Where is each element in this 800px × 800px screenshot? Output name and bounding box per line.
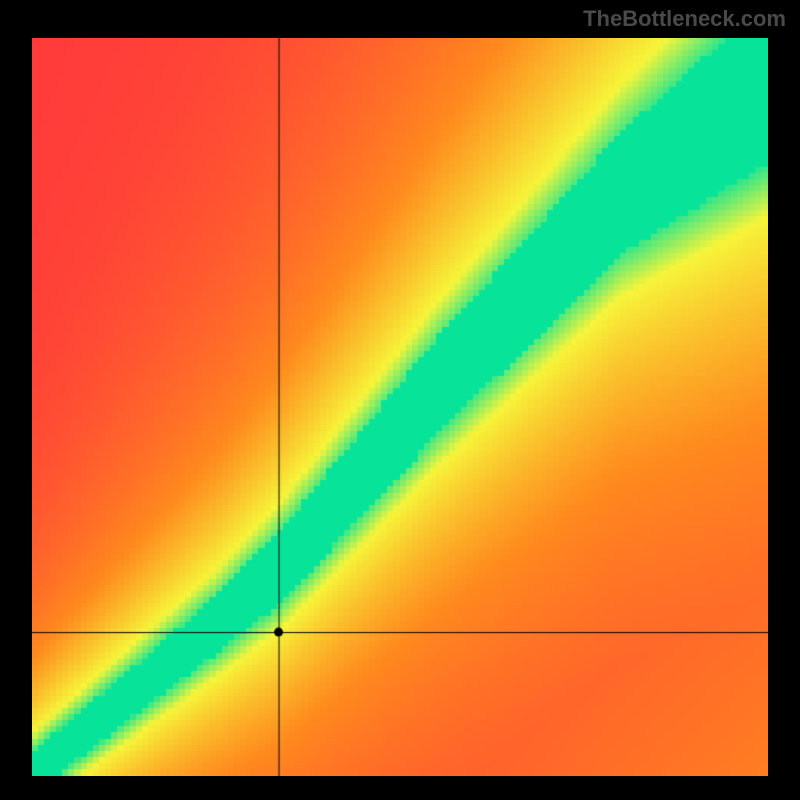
bottleneck-heatmap [32, 38, 768, 776]
chart-root: TheBottleneck.com [0, 0, 800, 800]
attribution-text: TheBottleneck.com [583, 6, 786, 32]
